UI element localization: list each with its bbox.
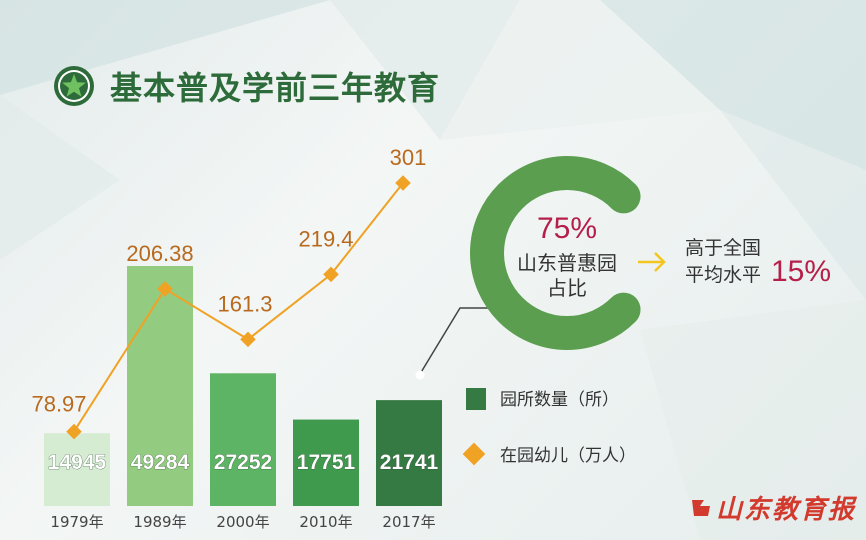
comparison-line1: 高于全国 [685,237,761,259]
x-tick-label: 2010年 [299,513,352,531]
bar [127,266,193,506]
logo-mark-icon [691,499,710,516]
bar-value-labels: 14945 49284 27252 17751 21741 [47,451,439,475]
bar [44,433,110,506]
bar-value-label: 27252 [214,451,272,474]
donut-percent: 75% [537,212,597,245]
x-tick-label: 2017年 [382,513,435,531]
bar [376,400,442,506]
x-axis-labels: 1979年 1989年 2000年 2010年 2017年 [50,513,435,531]
bar-value-label: 21741 [380,451,439,474]
donut-label-line1: 山东普惠园 [517,251,617,275]
line-value-labels: 78.97 206.38 161.3 219.4 301 [31,145,426,417]
legend-bar-swatch [466,388,486,410]
bar-value-label: 17751 [297,451,356,474]
line-value-label: 161.3 [217,291,272,316]
bar [210,373,276,506]
legend-line-swatch [462,442,486,466]
title-text: 基本普及学前三年教育 [110,69,441,107]
legend-line-label: 在园幼儿（万人） [500,446,636,466]
line-value-label: 301 [390,145,427,170]
line-point [240,331,256,348]
donut-label-line2: 占比 [547,276,587,300]
logo-text: 山东教育报 [715,495,856,525]
donut-arc [470,156,641,350]
line-value-label: 206.38 [126,241,193,266]
page-title: 基本普及学前三年教育 [52,58,440,114]
connector-dot-start [415,370,425,380]
donut-chart [470,156,641,350]
arrow-icon [638,252,666,272]
bar-value-label: 14945 [48,451,107,474]
bar-value-label: 49284 [131,451,190,474]
x-tick-label: 1979年 [50,513,103,531]
line-value-label: 78.97 [31,392,86,417]
newspaper-logo: 山东教育报 [690,489,856,526]
comparison-value: 15% [771,255,831,288]
bar [293,419,359,506]
line-value-label: 219.4 [298,226,353,251]
legend-bar-label: 园所数量（所） [500,390,619,410]
bar-series [44,266,442,506]
star-icon [54,66,94,106]
line-point [157,281,173,297]
x-tick-label: 2000年 [216,513,269,531]
line-point [395,175,411,191]
comparison-line2: 平均水平 [685,264,761,286]
x-tick-label: 1989年 [133,513,186,531]
